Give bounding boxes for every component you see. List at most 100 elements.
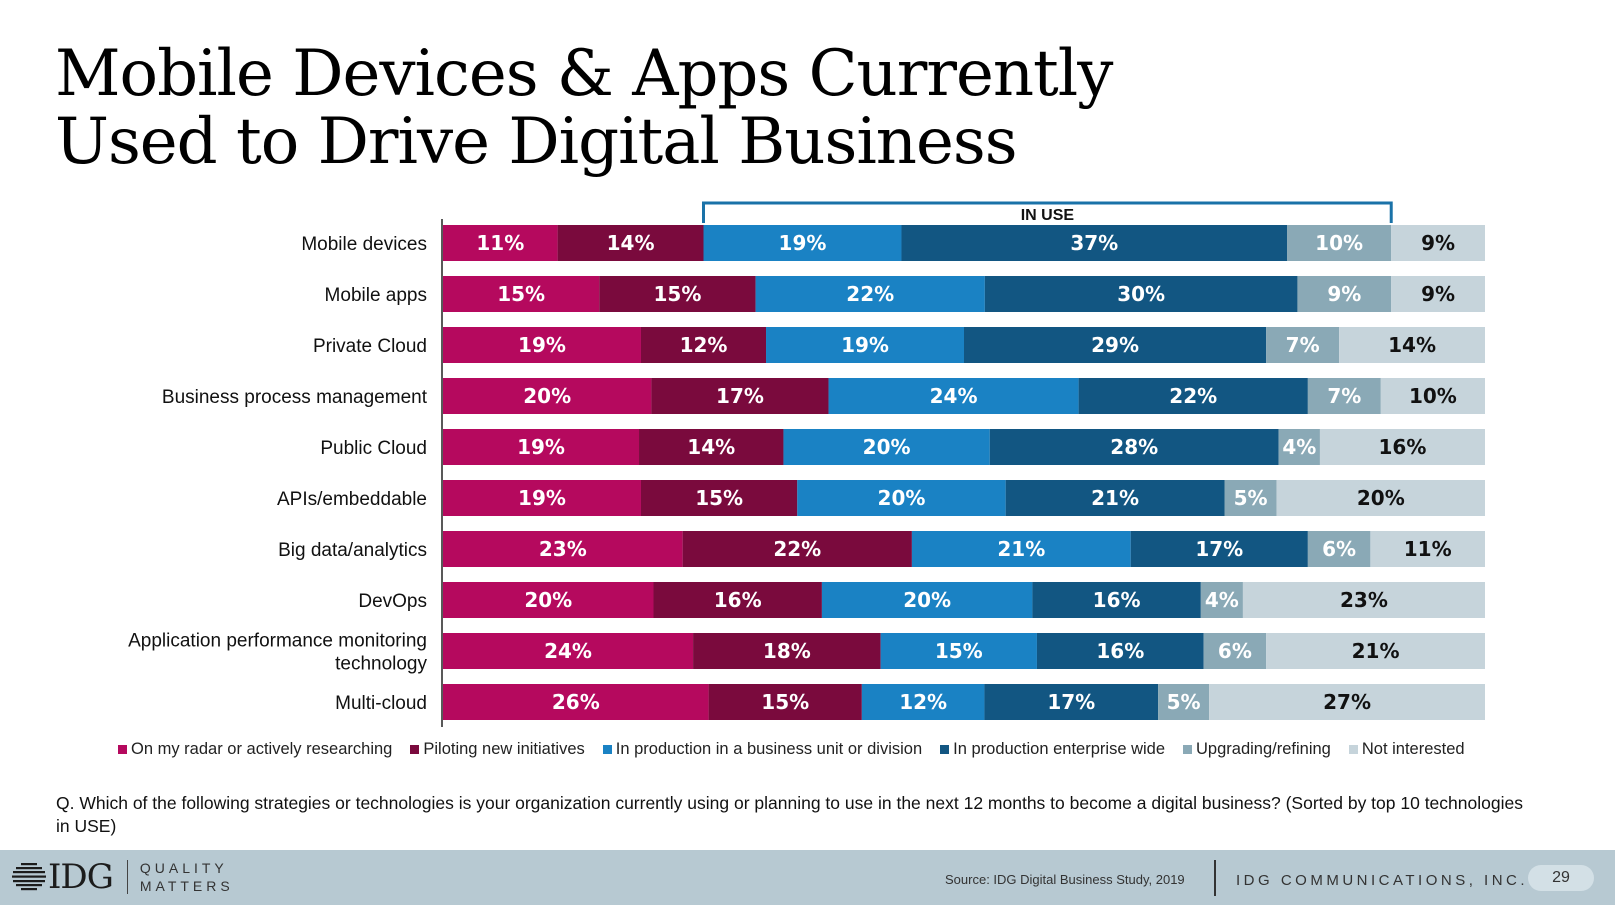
page-number: 29 [1528,865,1594,891]
bar-value-label: 19% [517,435,565,459]
bar-segment [1307,531,1371,567]
bar-value-label: 4% [1282,435,1316,459]
company-name: IDG COMMUNICATIONS, INC. [1236,872,1529,889]
bar-segment [1287,225,1392,261]
bar-value-label: 14% [607,231,655,255]
bar-value-label: 20% [1357,486,1405,510]
bar-value-label: 20% [524,588,572,612]
category-label: Private Cloud [313,336,427,357]
bar-value-label: 20% [903,588,951,612]
bar-value-label: 22% [773,537,821,561]
legend-swatch [410,745,420,754]
chart-legend: On my radar or actively researching Pilot… [118,740,1518,759]
bar-segment [901,225,1288,261]
bar-value-label: 15% [935,639,983,663]
bar-value-label: 4% [1205,588,1239,612]
bar-segment [443,378,652,414]
bar-segment [443,327,641,363]
bar-value-label: 21% [1352,639,1400,663]
bar-segment [1209,684,1485,720]
slide-title-line-2: Used to Drive Digital Business [55,105,1018,179]
legend-label: On my radar or actively researching [131,740,393,758]
legend-item: On my radar or actively researching [118,740,392,759]
legend-swatch [940,745,950,754]
legend-item: Piloting new initiatives [410,740,585,759]
bar-segment [964,327,1267,363]
bar-segment [766,327,964,363]
bar-value-label: 15% [654,282,702,306]
bar-segment [443,531,683,567]
legend-swatch [602,745,612,754]
category-label: Big data/analytics [278,540,427,561]
bar-segment [755,276,985,312]
bar-segment [443,429,640,465]
bar-value-label: 20% [863,435,911,459]
in-use-bracket [702,201,1393,223]
bar-segment [1278,429,1320,465]
bar-segment [443,276,600,312]
bar-segment [1380,378,1485,414]
bar-segment [1130,531,1308,567]
bar-value-label: 5% [1234,486,1268,510]
bar-value-label: 22% [1169,384,1217,408]
bar-segment [1078,378,1308,414]
bar-segment [880,633,1037,669]
category-label: DevOps [358,591,427,612]
bar-value-label: 11% [476,231,524,255]
idg-logo: IDG QUALITY MATTERS [12,857,234,897]
bar-value-label: 18% [763,639,811,663]
legend-label: Not interested [1361,740,1465,758]
bar-value-label: 19% [841,333,889,357]
bar-value-label: 9% [1327,282,1361,306]
bar-segment [911,531,1131,567]
legend-label: In production in a business unit or divi… [615,740,923,758]
bar-segment [1339,327,1485,363]
bar-segment [1370,531,1485,567]
bar-segment [639,429,784,465]
bar-value-label: 16% [1379,435,1427,459]
bar-segment [443,633,694,669]
legend-item: In production enterprise wide [940,740,1165,759]
bar-value-label: 15% [497,282,545,306]
category-label: APIs/embeddable [277,489,427,510]
logo-wordmark: IDG [48,857,114,897]
survey-question: Q. Which of the following strategies or … [56,793,1523,836]
bar-value-label: 22% [846,282,894,306]
bar-segment [1266,327,1340,363]
bar-segment [821,582,1033,618]
bar-value-label: 29% [1091,333,1139,357]
bar-value-label: 16% [714,588,762,612]
category-label: Mobile apps [325,285,427,306]
bar-value-label: 6% [1218,639,1252,663]
bar-segment [653,582,822,618]
category-label: Mobile devices [301,234,427,255]
bar-value-label: 23% [539,537,587,561]
legend-swatch [118,745,127,754]
bar-segment [640,327,767,363]
bar-segment [828,378,1079,414]
category-label: Public Cloud [320,438,427,459]
bar-segment [1391,225,1485,261]
bar-segment [1297,276,1392,312]
bar-value-label: 19% [518,333,566,357]
tagline-line-1: QUALITY [139,860,228,876]
bar-value-label: 21% [997,537,1045,561]
bar-segment [693,633,881,669]
legend-swatch [1348,745,1358,754]
in-use-label: IN USE [1021,207,1075,224]
bar-value-label: 17% [716,384,764,408]
tagline-line-2: MATTERS [139,878,234,894]
bar-value-label: 30% [1117,282,1165,306]
bar-segment [1200,582,1243,618]
bar-value-label: 15% [695,486,743,510]
bar-value-label: 20% [878,486,926,510]
bar-segment [1224,480,1277,516]
legend-swatch [1183,745,1193,754]
bar-segment [703,225,902,261]
bar-value-label: 24% [930,384,978,408]
logo-divider [126,860,128,894]
bar-value-label: 24% [544,639,592,663]
bar-value-label: 19% [518,486,566,510]
bar-segment [682,531,912,567]
category-label: Multi-cloud [335,693,427,714]
